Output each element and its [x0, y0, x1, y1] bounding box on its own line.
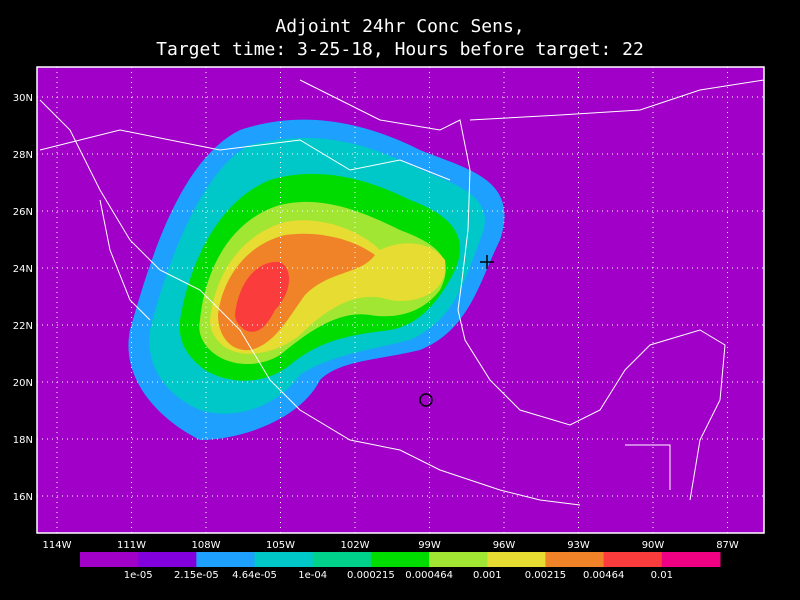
map — [36, 66, 765, 534]
lon-label: 102W — [341, 540, 370, 551]
map-frame — [36, 66, 765, 534]
colorbar-swatch — [487, 552, 546, 567]
colorbar-label: 0.000215 — [347, 570, 395, 581]
colorbar-label: 0.001 — [473, 570, 502, 581]
colorbar-swatch — [80, 552, 139, 567]
lat-label: 26N — [13, 207, 33, 218]
graticule — [37, 67, 764, 533]
lon-label: 87W — [716, 540, 739, 551]
colorbar-label: 1e-05 — [124, 570, 153, 581]
colorbar-swatch — [603, 552, 663, 567]
colorbar: 1e-05 2.15e-05 4.64e-05 1e-04 0.000215 0.0004… — [80, 552, 721, 581]
contour — [235, 261, 290, 332]
lon-label: 96W — [493, 540, 516, 551]
lon-label: 108W — [192, 540, 221, 551]
field-contours — [128, 119, 505, 440]
gulf-coast — [299, 79, 726, 501]
colorbar-label: 1e-04 — [298, 570, 327, 581]
source-marker — [419, 393, 433, 407]
colorbar-swatch — [370, 552, 430, 567]
lat-label: 28N — [13, 150, 33, 161]
lon-label: 114W — [43, 540, 72, 551]
lon-label: 105W — [266, 540, 295, 551]
colorbar-swatch — [545, 552, 605, 567]
border — [625, 444, 671, 490]
border — [39, 129, 451, 181]
colorbar-label: 0.000464 — [405, 570, 453, 581]
lat-label: 16N — [13, 492, 33, 503]
us-coast — [469, 79, 765, 121]
lat-label: 30N — [13, 93, 33, 104]
baja-coast — [99, 199, 151, 321]
title-line: Target time: 3-25-18, Hours before targe… — [156, 39, 644, 60]
colorbar-swatch — [429, 552, 488, 567]
colorbar-swatch — [661, 552, 721, 567]
colorbar-swatch — [196, 552, 256, 567]
coastlines — [39, 79, 765, 506]
colorbar-label: 0.01 — [651, 570, 673, 581]
colorbar-label: 2.15e-05 — [174, 570, 219, 581]
lat-label: 22N — [13, 321, 33, 332]
lat-label: 24N — [13, 264, 33, 275]
pacific-coast — [39, 99, 581, 506]
lon-label: 90W — [642, 540, 665, 551]
title-line: Adjoint 24hr Conc Sens, — [275, 16, 524, 37]
lon-label: 99W — [418, 540, 441, 551]
lat-label: 18N — [13, 435, 33, 446]
lon-label: 93W — [567, 540, 590, 551]
lat-label: 20N — [13, 378, 33, 389]
colorbar-swatch — [138, 552, 197, 567]
colorbar-label: 4.64e-05 — [232, 570, 277, 581]
colorbar-label: 0.00215 — [525, 570, 566, 581]
colorbar-label: 0.00464 — [583, 570, 624, 581]
colorbar-swatch — [254, 552, 314, 567]
colorbar-swatch — [312, 552, 372, 567]
target-marker — [480, 255, 494, 269]
lon-label: 111W — [117, 540, 146, 551]
